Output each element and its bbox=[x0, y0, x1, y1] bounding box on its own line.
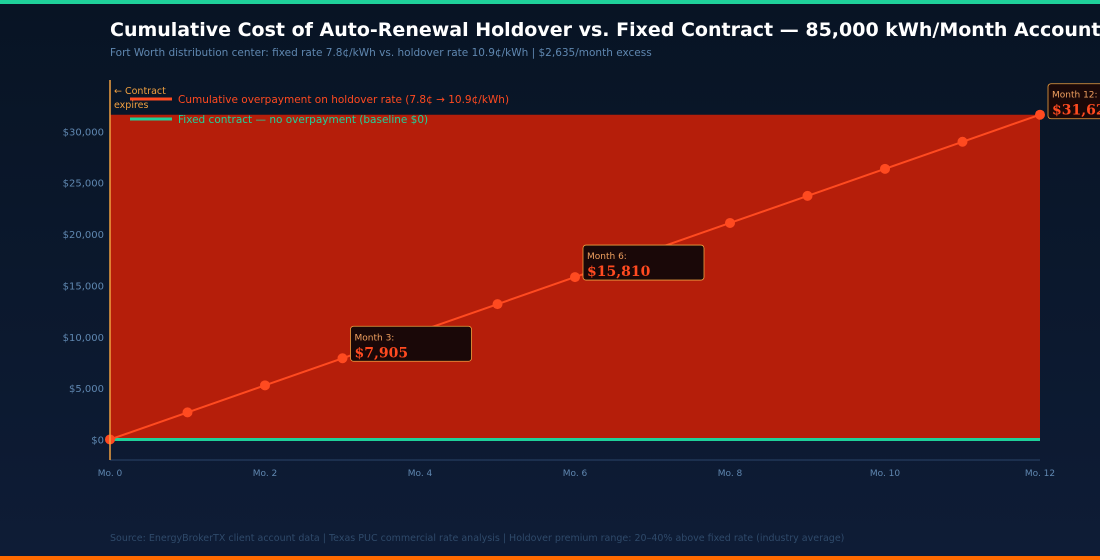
data-point bbox=[492, 299, 503, 310]
y-axis-ticks: $0 $5,000 $10,000 $15,000 $20,000 $25,000 $30,… bbox=[63, 127, 104, 446]
x-tick-label: Mo. 12 bbox=[1025, 469, 1055, 479]
top-accent-bar bbox=[0, 0, 1100, 4]
data-point bbox=[1035, 109, 1045, 120]
y-tick-label: $25,000 bbox=[63, 179, 104, 190]
y-tick-label: $30,000 bbox=[63, 127, 104, 138]
y-tick-label: $20,000 bbox=[63, 230, 104, 241]
callout-label: Month 12: bbox=[1052, 91, 1098, 101]
callout: Month 3: $7,905 bbox=[350, 325, 472, 362]
data-point bbox=[957, 136, 968, 147]
callout: Month 12: $31,620 bbox=[1047, 83, 1100, 120]
y-tick-label: $0 bbox=[91, 435, 104, 446]
callout-value: $31,620 bbox=[1052, 103, 1100, 119]
chart-subtitle: Fort Worth distribution center: fixed ra… bbox=[110, 47, 652, 59]
x-tick-label: Mo. 2 bbox=[253, 469, 278, 479]
chart-title: Cumulative Cost of Auto-Renewal Holdover… bbox=[110, 19, 1100, 41]
legend: Cumulative overpayment on holdover rate … bbox=[130, 94, 509, 126]
contract-expiry-label-line2: expires bbox=[114, 100, 149, 111]
data-point bbox=[260, 380, 270, 391]
callout-label: Month 6: bbox=[587, 252, 627, 262]
legend-label-holdover: Cumulative overpayment on holdover rate … bbox=[178, 94, 509, 106]
callout-box bbox=[582, 244, 705, 281]
x-tick-label: Mo. 6 bbox=[563, 469, 588, 479]
x-tick-label: Mo. 0 bbox=[98, 469, 123, 479]
data-point bbox=[337, 353, 348, 364]
bottom-accent-bar bbox=[0, 556, 1100, 560]
callout-box bbox=[350, 325, 472, 362]
data-point bbox=[570, 272, 580, 283]
callout: Month 6: $15,810 bbox=[582, 244, 705, 281]
x-tick-label: Mo. 8 bbox=[718, 469, 743, 479]
x-axis-ticks: Mo. 0 Mo. 2 Mo. 4 Mo. 6 Mo. 8 Mo. 10 Mo. 12 bbox=[98, 469, 1055, 479]
x-tick-label: Mo. 4 bbox=[408, 469, 433, 479]
callout-label: Month 3: bbox=[355, 333, 395, 343]
callouts: Month 3: $7,905 Month 6: $15,810 Month 12: $3… bbox=[350, 83, 1100, 362]
data-point bbox=[880, 163, 890, 174]
y-tick-label: $5,000 bbox=[69, 384, 104, 395]
source-note: Source: EnergyBrokerTX client account da… bbox=[110, 533, 845, 544]
callout-value: $15,810 bbox=[587, 264, 651, 280]
data-point bbox=[182, 407, 193, 418]
data-point bbox=[802, 190, 813, 201]
y-tick-label: $15,000 bbox=[63, 281, 104, 292]
y-tick-label: $10,000 bbox=[63, 333, 104, 344]
x-tick-label: Mo. 10 bbox=[870, 469, 901, 479]
legend-label-fixed: Fixed contract — no overpayment (baselin… bbox=[178, 114, 428, 126]
callout-box bbox=[1047, 83, 1100, 120]
contract-expiry-label-line1: ← Contract bbox=[114, 86, 166, 97]
holdover-data-points bbox=[105, 109, 1045, 445]
callout-value: $7,905 bbox=[355, 345, 409, 361]
data-point bbox=[725, 217, 735, 228]
